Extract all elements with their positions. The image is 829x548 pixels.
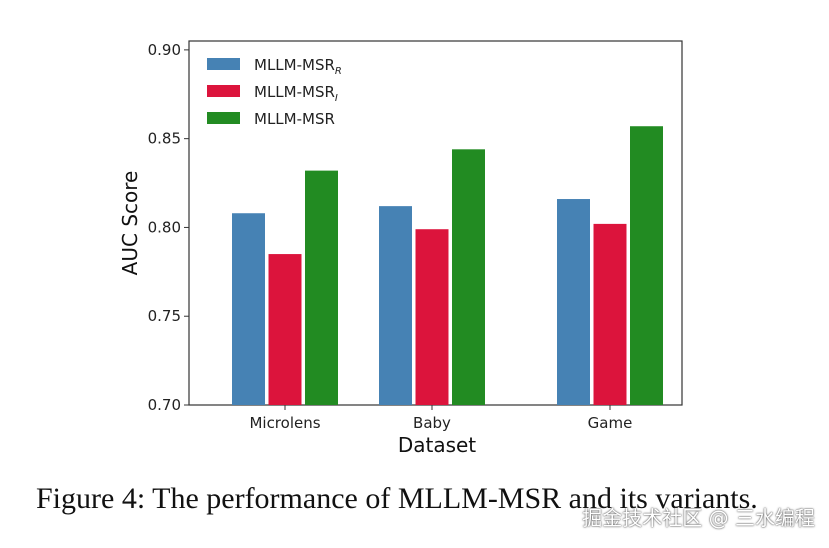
bar-microlens-series-2 bbox=[268, 254, 302, 405]
bar-baby-series-1 bbox=[379, 206, 412, 405]
watermark: 掘金技术社区 @ 三水编程 bbox=[582, 506, 815, 530]
y-tick-label: 0.85 bbox=[148, 130, 181, 148]
figure-caption: Figure 4: The performance of MLLM-MSR an… bbox=[36, 482, 758, 515]
bar-microlens-series-3 bbox=[305, 170, 338, 405]
legend-label: MLLM-MSRI bbox=[254, 83, 338, 104]
x-axis: Microlens Baby Game bbox=[249, 405, 632, 432]
x-tick-label: Baby bbox=[413, 414, 451, 432]
bar-game-series-1 bbox=[557, 199, 590, 405]
legend-label-subscript: R bbox=[335, 66, 342, 77]
legend-label: MLLM-MSR bbox=[254, 110, 335, 128]
bar-game-series-3 bbox=[630, 126, 663, 405]
y-tick-label: 0.90 bbox=[148, 41, 181, 59]
y-tick-label: 0.80 bbox=[148, 218, 181, 236]
x-tick-label: Microlens bbox=[249, 414, 320, 432]
legend-label-name: MLLM-MSR bbox=[254, 56, 335, 74]
y-axis: 0.70 0.75 0.80 0.85 0.90 bbox=[148, 41, 189, 414]
legend-swatch bbox=[207, 85, 240, 97]
legend-swatch bbox=[207, 112, 240, 124]
x-tick-label: Game bbox=[588, 414, 633, 432]
y-tick-label: 0.75 bbox=[148, 307, 181, 325]
legend-swatch bbox=[207, 58, 240, 70]
bar-baby-series-2 bbox=[415, 229, 449, 405]
y-axis-title: AUC Score bbox=[118, 171, 142, 276]
legend-label-subscript: I bbox=[335, 93, 338, 104]
legend-label-name: MLLM-MSR bbox=[254, 110, 335, 128]
bar-chart: 0.70 0.75 0.80 0.85 0.90 Microlens Baby Game M… bbox=[118, 40, 683, 457]
bar-game-series-2 bbox=[593, 223, 627, 405]
x-axis-title: Dataset bbox=[398, 433, 476, 457]
bar-group bbox=[232, 126, 663, 405]
y-tick-label: 0.70 bbox=[148, 396, 181, 414]
bar-microlens-series-1 bbox=[232, 213, 265, 405]
legend-label-name: MLLM-MSR bbox=[254, 83, 335, 101]
legend-label: MLLM-MSRR bbox=[254, 56, 342, 77]
bar-baby-series-3 bbox=[452, 149, 485, 405]
